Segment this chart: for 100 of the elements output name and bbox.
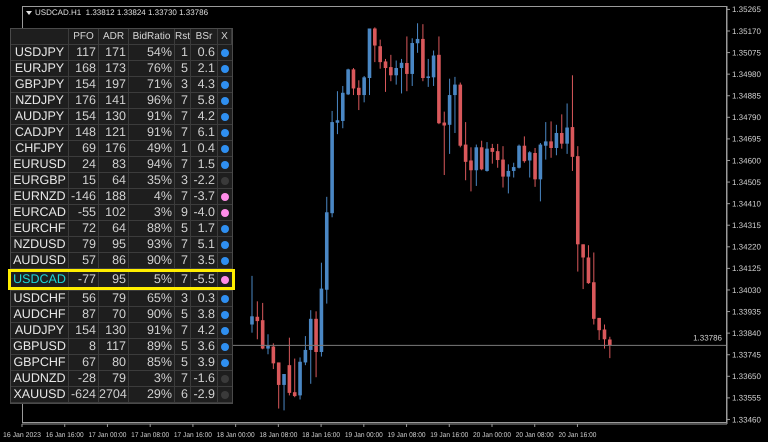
data-label: 1 xyxy=(175,141,191,156)
data-label: 197 xyxy=(99,77,129,92)
data-label: 117 xyxy=(69,45,99,60)
y-tick-label: 1.35075 xyxy=(732,48,762,58)
data-label: 57 xyxy=(69,253,99,268)
category-label: EURNZD xyxy=(11,189,69,204)
data-label: 87 xyxy=(69,307,99,322)
data-label: -3.7 xyxy=(191,189,218,204)
data-label: 65% xyxy=(129,291,175,306)
data-label: 83 xyxy=(99,157,129,172)
y-tick-label: 1.35170 xyxy=(732,26,762,36)
data-label: 5.8 xyxy=(191,93,218,108)
category-label: GBPCHF xyxy=(11,355,69,370)
data-label: 56 xyxy=(69,291,99,306)
data-label: 121 xyxy=(99,125,129,140)
data-label: 79 xyxy=(99,371,129,386)
data-label: 80 xyxy=(99,355,129,370)
category-label: EURGBP xyxy=(11,173,69,188)
y-tick-label: 1.33460 xyxy=(732,415,762,424)
data-label: 67 xyxy=(69,355,99,370)
category-label: EURCHF xyxy=(11,221,69,236)
data-label: 7 xyxy=(175,269,191,290)
data-label: 130 xyxy=(99,323,129,338)
data-label: 4.2 xyxy=(191,323,218,338)
legend-label: Rst xyxy=(175,29,191,44)
data-label: -55 xyxy=(69,205,99,220)
data-label: 148 xyxy=(69,125,99,140)
data-label: 7 xyxy=(175,125,191,140)
data-label: 171 xyxy=(99,45,129,60)
data-label: 90% xyxy=(129,307,175,322)
legend-label: PFO xyxy=(69,29,99,44)
category-label: NZDJPY xyxy=(11,93,69,108)
data-label: 154 xyxy=(69,323,99,338)
ref-line-label: 1.33786 xyxy=(693,333,723,342)
data-label: 91% xyxy=(129,125,175,140)
data-label: 79 xyxy=(69,237,99,252)
data-label: 7 xyxy=(175,253,191,268)
data-label: 141 xyxy=(99,93,129,108)
data-label: -28 xyxy=(69,371,99,386)
category-label: EURCAD xyxy=(11,205,69,220)
data-label: -2.2 xyxy=(191,173,218,188)
data-label: 35% xyxy=(129,173,175,188)
data-label: 4.3 xyxy=(191,77,218,92)
y-tick-label: 1.33935 xyxy=(732,307,762,316)
data-label: 3 xyxy=(175,291,191,306)
data-label: 5 xyxy=(175,61,191,76)
category-label: AUDUSD xyxy=(11,253,69,268)
category-label: GBPJPY xyxy=(11,77,69,92)
data-label: 1.7 xyxy=(191,221,218,236)
y-tick-label: 1.34790 xyxy=(732,113,762,122)
category-label: AUDJPY xyxy=(11,323,69,338)
data-label: 7 xyxy=(175,93,191,108)
data-label: 69 xyxy=(69,141,99,156)
data-label: 6 xyxy=(175,387,191,402)
data-label: 86 xyxy=(99,253,129,268)
data-label: 5% xyxy=(129,269,175,290)
chart-title: USDCAD.H1 1.33812 1.33824 1.33730 1.33786 xyxy=(35,8,208,17)
data-label: 1 xyxy=(175,45,191,60)
y-tick-label: 1.34315 xyxy=(732,221,762,230)
data-label: 4% xyxy=(129,189,175,204)
data-label: 3 xyxy=(175,77,191,92)
data-label: 117 xyxy=(99,339,129,354)
data-label: 91% xyxy=(129,109,175,124)
data-label: 7 xyxy=(175,323,191,338)
data-label: 64 xyxy=(99,221,129,236)
y-tick-label: 1.34220 xyxy=(732,242,762,252)
data-label: 71% xyxy=(129,77,175,92)
legend-label: ADR xyxy=(99,29,129,44)
data-label: 15 xyxy=(69,173,99,188)
data-label: 64 xyxy=(99,173,129,188)
y-tick-label: 1.34410 xyxy=(732,199,762,208)
y-tick-label: 1.34505 xyxy=(732,178,762,187)
data-label: 6.1 xyxy=(191,125,218,140)
data-label: 89% xyxy=(129,339,175,354)
data-label: 168 xyxy=(69,61,99,76)
y-tick-label: 1.34030 xyxy=(732,286,762,295)
data-label: 9 xyxy=(175,205,191,220)
data-label: 85% xyxy=(129,355,175,370)
y-tick-label: 1.33555 xyxy=(732,394,762,403)
data-label: 3% xyxy=(129,371,175,386)
data-label: 49% xyxy=(129,141,175,156)
data-label: 7 xyxy=(175,157,191,172)
y-tick-label: 1.34980 xyxy=(732,70,762,79)
data-label: -146 xyxy=(69,189,99,204)
category-label: AUDJPY xyxy=(11,109,69,124)
data-label: 7 xyxy=(175,189,191,204)
data-label: 3.9 xyxy=(191,355,218,370)
data-label: 188 xyxy=(99,189,129,204)
data-label: -2.9 xyxy=(191,387,218,402)
data-label: 3.6 xyxy=(191,339,218,354)
y-tick-label: 1.35265 xyxy=(732,5,762,14)
y-tick-label: 1.33840 xyxy=(732,328,762,338)
data-label: 76% xyxy=(129,61,175,76)
data-label: 0.3 xyxy=(191,291,218,306)
data-label: -1.6 xyxy=(191,371,218,386)
data-label: 154 xyxy=(69,77,99,92)
y-tick-label: 1.34885 xyxy=(732,92,762,101)
data-label: 5 xyxy=(175,221,191,236)
data-label: 54% xyxy=(129,45,175,60)
legend-label: BidRatio xyxy=(129,29,175,44)
